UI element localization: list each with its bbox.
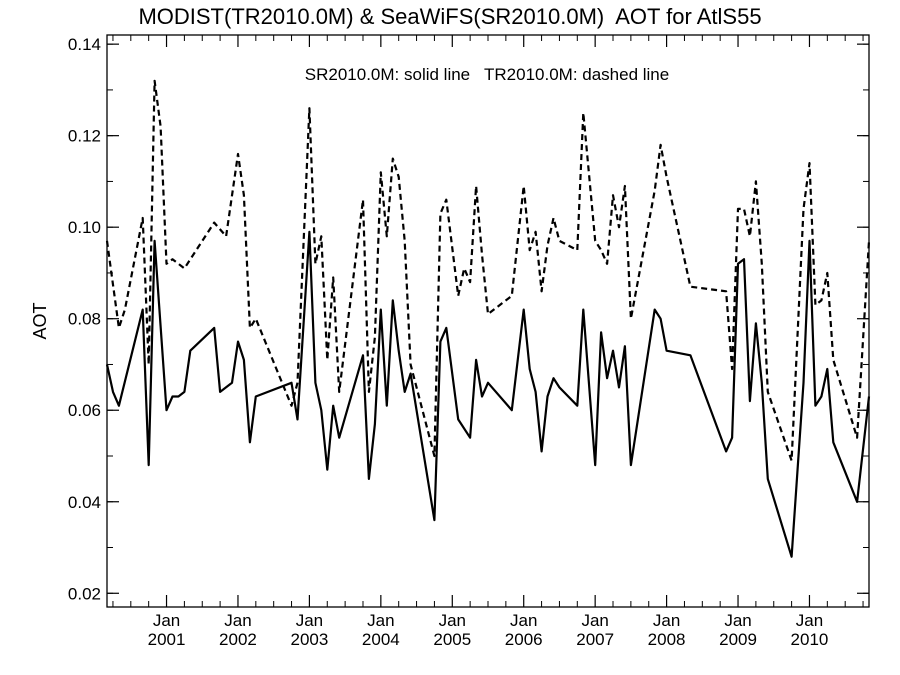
y-tick-label: 0.04 <box>68 493 101 512</box>
series-lines <box>105 79 871 558</box>
y-tick-label: 0.02 <box>68 584 101 603</box>
x-tick-label-year: 2009 <box>719 630 757 649</box>
y-tick-label: 0.12 <box>68 127 101 146</box>
x-tick-label-year: 2001 <box>148 630 186 649</box>
x-axis-ticks: Jan2001Jan2002Jan2003Jan2004Jan2005Jan20… <box>112 35 864 649</box>
series-line-tr2010-0m <box>105 79 871 462</box>
y-tick-label: 0.10 <box>68 218 101 237</box>
x-tick-label-year: 2003 <box>290 630 328 649</box>
x-tick-label-month: Jan <box>581 611 608 630</box>
y-tick-label: 0.06 <box>68 401 101 420</box>
x-tick-label-month: Jan <box>653 611 680 630</box>
x-tick-label-month: Jan <box>796 611 823 630</box>
x-tick-label-year: 2002 <box>219 630 257 649</box>
chart-title: MODIST(TR2010.0M) & SeaWiFS(SR2010.0M) A… <box>138 4 762 29</box>
x-tick-label-year: 2007 <box>576 630 614 649</box>
x-tick-label-month: Jan <box>510 611 537 630</box>
x-tick-label-month: Jan <box>224 611 251 630</box>
y-tick-label: 0.08 <box>68 310 101 329</box>
x-tick-label-month: Jan <box>153 611 180 630</box>
x-tick-label-year: 2004 <box>362 630 400 649</box>
x-tick-label-year: 2005 <box>433 630 471 649</box>
x-tick-label-year: 2008 <box>648 630 686 649</box>
x-tick-label-month: Jan <box>296 611 323 630</box>
y-axis-ticks: 0.02 0.04 0.06 0.08 0.10 0.12 0.14 <box>68 35 869 603</box>
x-tick-label-month: Jan <box>439 611 466 630</box>
y-axis-label: AOT <box>30 302 50 339</box>
x-tick-label-month: Jan <box>724 611 751 630</box>
x-tick-label-year: 2006 <box>505 630 543 649</box>
plot-frame <box>106 34 870 608</box>
y-tick-label: 0.14 <box>68 35 101 54</box>
x-tick-label-month: Jan <box>367 611 394 630</box>
x-tick-label-year: 2010 <box>791 630 829 649</box>
series-line-sr2010-0m <box>105 230 871 558</box>
legend-annotation: SR2010.0M: solid line TR2010.0M: dashed … <box>305 65 669 84</box>
